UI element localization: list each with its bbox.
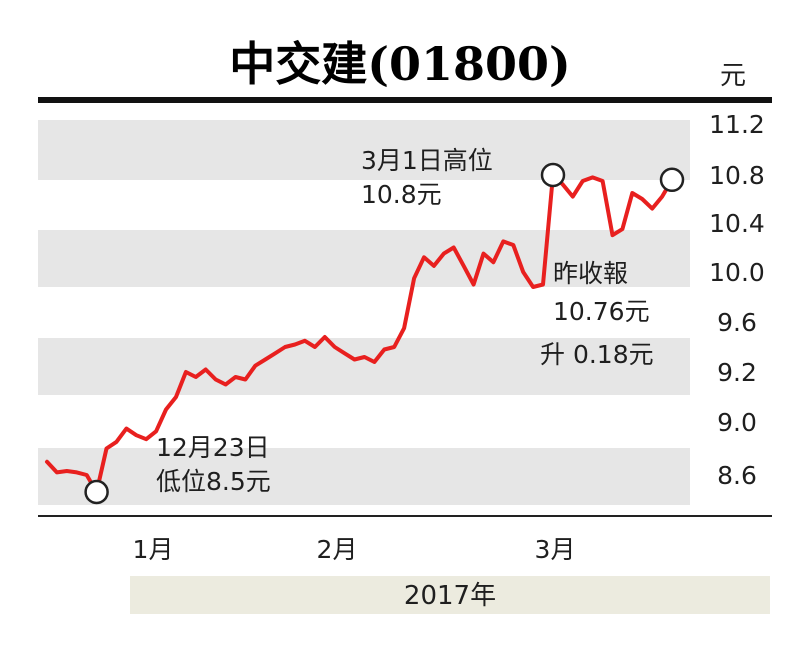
year-band	[130, 576, 770, 614]
background-bands	[38, 120, 690, 505]
grid-band	[38, 448, 690, 505]
grid-band	[38, 338, 690, 395]
high-annotation-line1: 3月1日高位	[361, 146, 493, 175]
low-annotation-line2: 低位8.5元	[156, 467, 271, 496]
y-tick-label: 10.4	[709, 209, 765, 238]
y-axis-ticks: 11.2 10.8 10.4 10.0 9.6 9.2 9.0 8.6	[709, 110, 765, 490]
high-point-marker	[540, 162, 566, 188]
x-tick-label: 2月	[317, 535, 358, 564]
x-axis-line	[38, 515, 772, 517]
last-close-marker	[659, 167, 685, 193]
x-tick-label: 1月	[133, 535, 174, 564]
low-point-marker	[84, 479, 109, 505]
y-tick-label: 8.6	[717, 461, 757, 490]
price-line	[45, 173, 674, 494]
x-tick-label: 3月	[535, 535, 576, 564]
unit-label: 元	[720, 61, 746, 91]
y-tick-label: 10.8	[709, 161, 765, 190]
year-label: 2017年	[404, 581, 496, 611]
low-annotation-line1: 12月23日	[156, 433, 270, 462]
grid-band	[38, 120, 690, 180]
high-annotation-line2: 10.8元	[361, 180, 442, 209]
close-annotation-line2: 10.76元	[553, 297, 650, 326]
chart-title: 中交建(01800)	[229, 37, 571, 91]
grid-band	[38, 230, 690, 287]
y-tick-label: 9.2	[717, 358, 757, 387]
y-tick-label: 11.2	[709, 110, 765, 139]
close-annotation-line1: 昨收報	[553, 259, 628, 288]
title-rule	[38, 97, 772, 103]
x-axis-ticks: 1月 2月 3月	[133, 535, 576, 564]
y-tick-label: 9.6	[717, 308, 757, 337]
y-tick-label: 10.0	[709, 258, 765, 287]
y-tick-label: 9.0	[717, 408, 757, 437]
close-annotation-line3: 升 0.18元	[540, 340, 654, 369]
